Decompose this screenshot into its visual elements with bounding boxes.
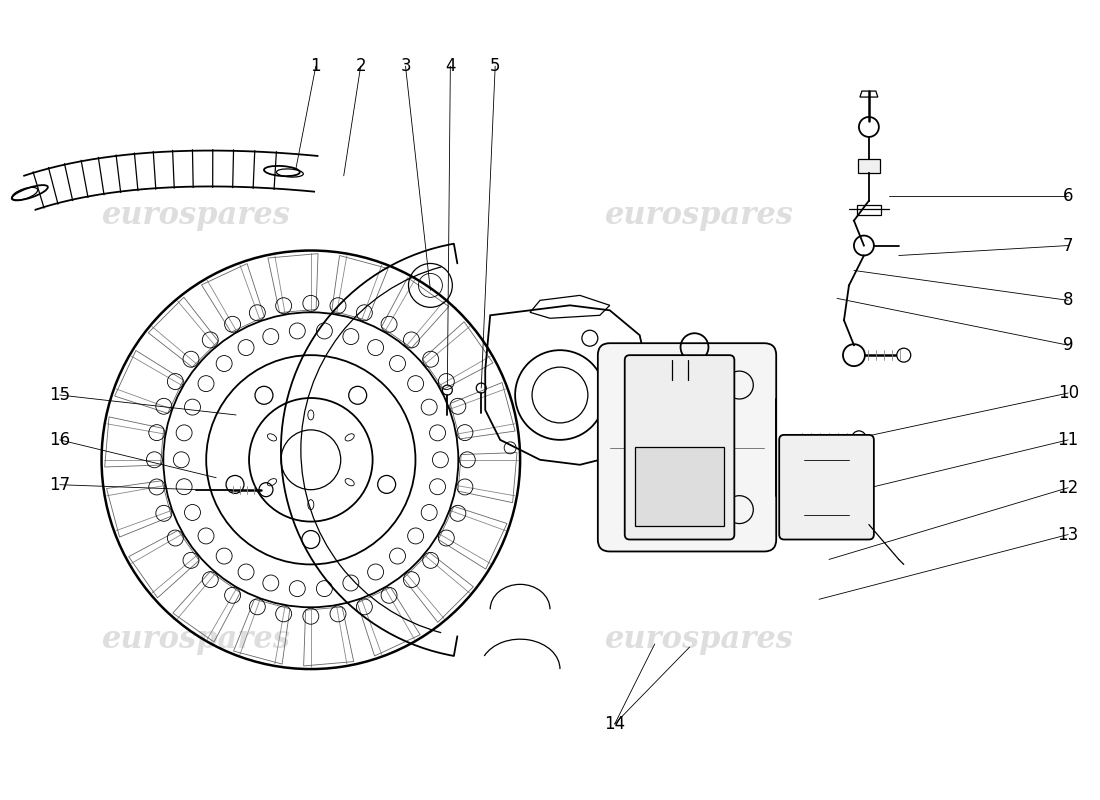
Text: eurospares: eurospares: [102, 200, 290, 231]
Text: 2: 2: [355, 57, 366, 75]
Text: 11: 11: [1057, 431, 1079, 449]
Text: 10: 10: [1057, 384, 1079, 402]
FancyBboxPatch shape: [779, 435, 873, 539]
Text: 6: 6: [1063, 186, 1074, 205]
Text: 15: 15: [50, 386, 70, 404]
Text: eurospares: eurospares: [605, 624, 794, 654]
Text: eurospares: eurospares: [102, 624, 290, 654]
FancyBboxPatch shape: [625, 355, 735, 539]
Text: 12: 12: [1057, 478, 1079, 497]
Text: 5: 5: [490, 57, 500, 75]
Text: 16: 16: [50, 431, 70, 449]
Circle shape: [896, 348, 911, 362]
Text: 8: 8: [1063, 291, 1074, 310]
Text: 3: 3: [400, 57, 410, 75]
Circle shape: [851, 431, 866, 445]
Text: 17: 17: [50, 476, 70, 494]
Text: eurospares: eurospares: [605, 200, 794, 231]
Bar: [635, 447, 725, 526]
Polygon shape: [858, 159, 880, 173]
Text: 1: 1: [310, 57, 321, 75]
FancyBboxPatch shape: [597, 343, 777, 551]
Text: 7: 7: [1063, 237, 1074, 254]
Text: 13: 13: [1057, 526, 1079, 543]
Text: 9: 9: [1063, 336, 1074, 354]
Text: 14: 14: [604, 715, 625, 733]
Text: 4: 4: [446, 57, 455, 75]
